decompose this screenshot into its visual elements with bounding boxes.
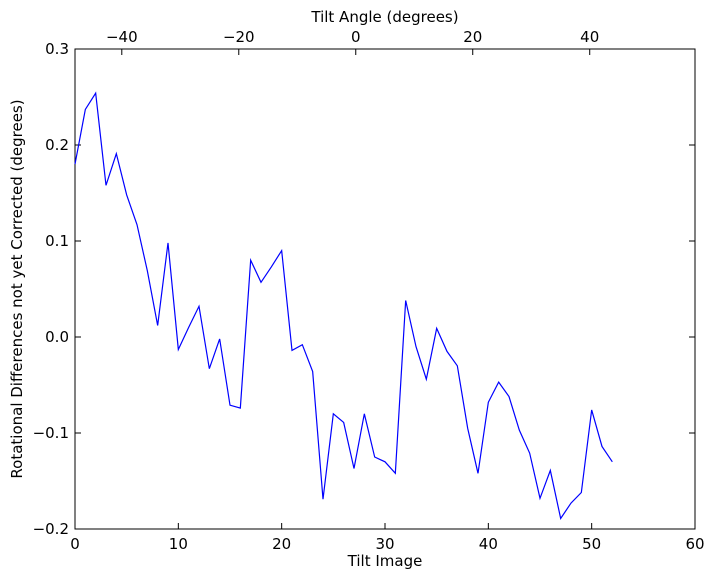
x-tick-label: 0 [70,535,80,553]
top-x-tick-label: 20 [463,28,482,46]
y-tick-label: −0.2 [33,520,69,538]
y-tick-label: 0.0 [45,328,69,346]
x-tick-label: 40 [479,535,498,553]
x-tick-label: 60 [685,535,704,553]
top-x-tick-label: 0 [351,28,361,46]
top-x-tick-label: 40 [580,28,599,46]
x-tick-label: 50 [582,535,601,553]
plot-frame [74,48,696,530]
series-line [74,91,613,520]
y-tick-label: −0.1 [33,424,69,442]
x-tick-label: 20 [272,535,291,553]
y-tick-label: 0.2 [45,136,69,154]
top-axis-label: Tilt Angle (degrees) [310,8,458,26]
x-axis-label: Tilt Image [347,552,423,570]
axis-ticks [74,48,696,530]
x-tick-label: 30 [375,535,394,553]
y-tick-label: 0.1 [45,232,69,250]
axis-tick-labels: 0 10 20 30 40 50 60 −0.2 −0.1 0.0 0.1 0.2 0.3 −40 −20 0… [33,28,705,553]
x-tick-label: 10 [169,535,188,553]
y-tick-label: 0.3 [45,40,69,58]
top-x-tick-label: −40 [106,28,138,46]
y-axis-label: Rotational Differences not yet Corrected… [8,99,26,478]
top-x-tick-label: −20 [223,28,255,46]
